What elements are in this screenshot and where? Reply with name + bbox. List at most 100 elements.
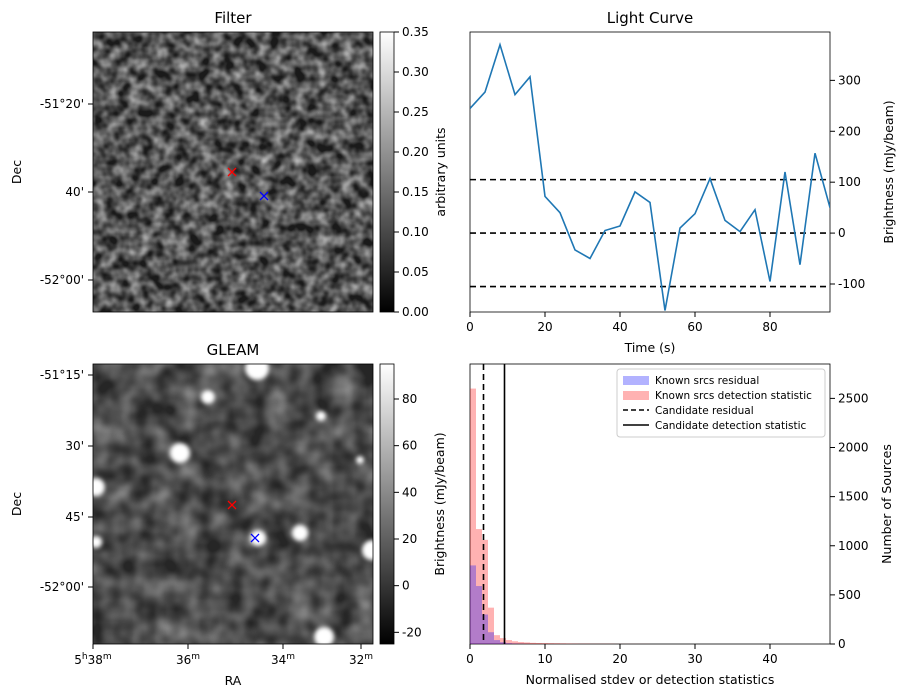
histogram-bar — [488, 607, 494, 644]
gleam-y-ticks: -51°15' 30' 45' -52°00' — [40, 368, 93, 594]
filter-colorbar-tick-label: 0.00 — [402, 305, 429, 319]
filter-y-tick-label: 40' — [65, 185, 84, 199]
lightcurve-title: Light Curve — [607, 9, 693, 27]
gleam-marker — [250, 533, 260, 543]
histogram-bar — [512, 641, 518, 644]
lightcurve-x-tick-label: 40 — [612, 320, 627, 334]
histogram-x-tick-label: 20 — [612, 652, 627, 666]
filter-colorbar — [379, 31, 395, 313]
gleam-colorbar-tick-label: -20 — [402, 625, 422, 639]
histogram-legend-swatch — [623, 391, 649, 400]
gleam-panel: GLEAM 5h38m 36m 34m 32m -51°15' 30' 45' -52°00… — [9, 341, 422, 688]
lightcurve-y-tick-label: -100 — [838, 277, 865, 291]
histogram-bar — [494, 635, 500, 644]
lightcurve-series-line — [470, 41, 830, 311]
histogram-y-tick-label: 2500 — [838, 391, 869, 405]
gleam-colorbar-ticks: -20 0 20 40 60 80 — [394, 392, 422, 639]
filter-colorbar-label: arbitrary units — [433, 127, 448, 216]
filter-colorbar-tick-label: 0.05 — [402, 265, 429, 279]
gleam-x-ticks: 5h38m 36m 34m 32m — [74, 644, 373, 667]
histogram-bar — [548, 643, 554, 644]
histogram-x-tick-label: 30 — [687, 652, 702, 666]
histogram-bar — [494, 640, 500, 644]
histogram-bar — [470, 565, 476, 644]
gleam-image — [93, 364, 373, 644]
gleam-x-tick-label: 32m — [349, 652, 373, 667]
lightcurve-y-ticks: -100 0 100 200 300 — [830, 73, 865, 291]
histogram-y-tick-label: 2000 — [838, 441, 869, 455]
histogram-bar — [560, 643, 566, 644]
histogram-x-tick-label: 10 — [537, 652, 552, 666]
lightcurve-y-tick-label: 300 — [838, 73, 861, 87]
histogram-legend-label: Candidate detection statistic — [655, 420, 807, 432]
gleam-colorbar — [379, 363, 395, 645]
gleam-title: GLEAM — [207, 341, 260, 359]
filter-colorbar-tick-label: 0.10 — [402, 225, 429, 239]
histogram-bar — [482, 539, 488, 644]
lightcurve-y-tick-label: 0 — [838, 226, 846, 240]
histogram-x-tick-label: 40 — [762, 652, 777, 666]
gleam-markers — [227, 500, 260, 543]
histogram-ylabel-right: Number of Sources — [879, 444, 894, 564]
filter-markers — [227, 167, 269, 201]
lightcurve-y-tick-label: 100 — [838, 175, 861, 189]
histogram-bar — [482, 614, 488, 644]
filter-colorbar-tick-label: 0.25 — [402, 105, 429, 119]
histogram-bar — [506, 640, 512, 644]
gleam-colorbar-tick-label: 60 — [402, 439, 417, 453]
gleam-marker — [227, 500, 237, 510]
gleam-y-tick-label: 45' — [65, 510, 84, 524]
histogram-bar — [506, 643, 512, 644]
gleam-y-tick-label: 30' — [65, 439, 84, 453]
gleam-ylabel: Dec — [9, 492, 24, 516]
filter-y-ticks: -51°20' 40' -52°00' — [40, 97, 93, 287]
histogram-bar — [518, 642, 524, 644]
lightcurve-x-tick-label: 80 — [762, 320, 777, 334]
histogram-candidate-lines — [482, 364, 506, 644]
histogram-y-tick-label: 1000 — [838, 539, 869, 553]
gleam-x-tick-label: 36m — [176, 652, 200, 667]
filter-panel: Filter -51°20' 40' -52°00' Dec 0.00 0.05 0.1… — [9, 9, 448, 319]
filter-image — [93, 32, 373, 312]
histogram-legend-label: Known srcs detection statistic — [655, 390, 812, 402]
histogram-bar — [524, 642, 530, 644]
gleam-colorbar-tick-label: 20 — [402, 532, 417, 546]
histogram-y-tick-label: 0 — [838, 637, 846, 651]
lightcurve-panel: Light Curve 0 20 40 60 80 -100 0 100 200 300 Tim… — [466, 9, 896, 355]
filter-y-tick-label: -51°20' — [40, 97, 84, 111]
histogram-bar — [554, 643, 560, 644]
histogram-bar — [476, 586, 482, 644]
gleam-xlabel: RA — [225, 673, 242, 688]
filter-y-tick-label: -52°00' — [40, 273, 84, 287]
histogram-legend-box — [616, 368, 826, 438]
lightcurve-threshold-lines — [470, 178, 830, 288]
histogram-legend: Known srcs residual Known srcs detection … — [616, 368, 826, 438]
histogram-bar — [500, 638, 506, 644]
lightcurve-x-tick-label: 0 — [466, 320, 474, 334]
histogram-bar — [500, 642, 506, 644]
histogram-y-ticks: 0 500 1000 1500 2000 2500 — [830, 391, 869, 651]
filter-colorbar-tick-label: 0.30 — [402, 65, 429, 79]
filter-marker — [227, 167, 237, 177]
gleam-y-tick-label: -52°00' — [40, 580, 84, 594]
lightcurve-x-tick-label: 20 — [537, 320, 552, 334]
filter-ylabel: Dec — [9, 160, 24, 184]
filter-marker — [259, 191, 269, 201]
lightcurve-x-ticks: 0 20 40 60 80 — [466, 312, 778, 334]
lightcurve-y-tick-label: 200 — [838, 124, 861, 138]
filter-colorbar-ticks: 0.00 0.05 0.10 0.15 0.20 0.25 0.30 0.35 — [394, 25, 429, 319]
gleam-colorbar-tick-label: 40 — [402, 485, 417, 499]
gleam-x-tick-label: 34m — [271, 652, 295, 667]
histogram-bar — [530, 642, 536, 644]
histogram-bars — [470, 388, 650, 644]
histogram-y-tick-label: 1500 — [838, 490, 869, 504]
gleam-colorbar-tick-label: 80 — [402, 392, 417, 406]
gleam-bright-sources — [93, 364, 373, 644]
lightcurve-axes — [469, 31, 831, 313]
histogram-xlabel: Normalised stdev or detection statistics — [526, 672, 775, 687]
lightcurve-x-tick-label: 60 — [687, 320, 702, 334]
filter-colorbar-tick-label: 0.20 — [402, 145, 429, 159]
histogram-legend-label: Known srcs residual — [655, 375, 759, 387]
histogram-bar — [488, 632, 494, 644]
